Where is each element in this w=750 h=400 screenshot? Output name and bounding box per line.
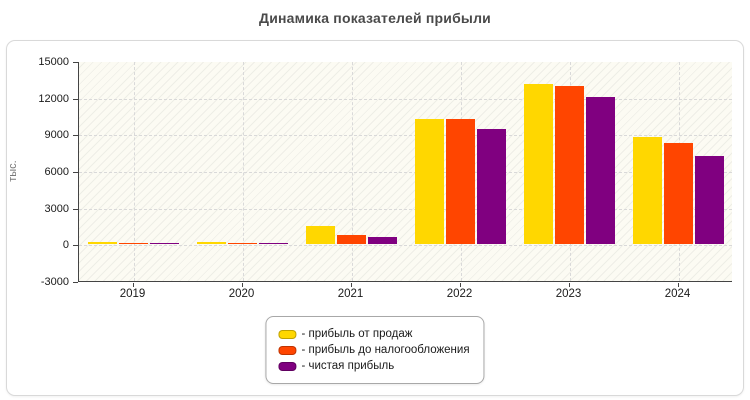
- x-tick-mark: [568, 283, 570, 287]
- x-tick-label: 2021: [337, 288, 364, 300]
- bar-прибыль-от-продаж-2023: [524, 83, 553, 245]
- y-tick-mark: [73, 282, 78, 283]
- x-tick-label: 2023: [555, 288, 582, 300]
- y-tick-mark: [73, 135, 78, 137]
- legend-item-label: - чистая прибыль: [301, 360, 395, 372]
- v-gridline: [351, 62, 353, 281]
- legend: - прибыль от продаж - прибыль до налогооб…: [265, 316, 485, 384]
- bar-прибыль-до-налогообложения-2020: [228, 242, 257, 245]
- v-gridline: [133, 62, 135, 281]
- chart-panel: тыс. 15000 12000 9000 6000 3000 0 -3000 2019 20…: [6, 40, 744, 396]
- y-tick-label: 0: [62, 239, 69, 252]
- x-tick-mark: [459, 283, 461, 287]
- y-tick-label: 15000: [38, 56, 69, 68]
- bar-прибыль-от-продаж-2022: [415, 119, 444, 245]
- bar-прибыль-от-продаж-2019: [88, 242, 117, 245]
- page: Динамика показателей прибыли тыс. 15000 1…: [0, 10, 750, 396]
- x-tick-mark: [132, 283, 134, 287]
- bar-прибыль-до-налогообложения-2024: [664, 143, 693, 245]
- y-tick-mark: [73, 62, 78, 63]
- bar-чистая-прибыль-2024: [695, 155, 724, 245]
- chart-title: Динамика показателей прибыли: [259, 10, 491, 26]
- h-gridline: [79, 135, 732, 137]
- y-tick-label: 9000: [44, 129, 69, 142]
- y-tick-mark: [73, 98, 78, 100]
- y-tick-mark: [73, 208, 78, 210]
- bar-чистая-прибыль-2021: [368, 236, 397, 245]
- x-tick-label: 2020: [228, 288, 255, 300]
- x-tick-mark: [241, 283, 243, 287]
- legend-item: - чистая прибыль: [278, 358, 469, 374]
- legend-swatch: [278, 329, 297, 339]
- legend-swatch: [278, 345, 297, 355]
- y-tick-label: 12000: [38, 92, 69, 105]
- bar-прибыль-от-продаж-2020: [197, 242, 226, 245]
- bar-чистая-прибыль-2019: [150, 242, 179, 245]
- h-gridline: [79, 98, 732, 100]
- x-tick-mark: [677, 283, 679, 287]
- bar-прибыль-до-налогообложения-2019: [119, 242, 148, 245]
- h-gridline: [79, 172, 732, 173]
- bar-чистая-прибыль-2022: [477, 129, 506, 245]
- y-tick-label: 3000: [44, 202, 69, 215]
- bar-прибыль-до-налогообложения-2023: [555, 86, 584, 245]
- bar-чистая-прибыль-2020: [259, 242, 288, 245]
- x-tick-label: 2019: [119, 288, 146, 300]
- legend-item: - прибыль от продаж: [278, 326, 469, 342]
- y-tick-mark: [73, 245, 78, 247]
- plot-area: [78, 62, 732, 282]
- x-tick-label: 2022: [446, 288, 473, 300]
- legend-swatch: [278, 361, 297, 371]
- bar-прибыль-от-продаж-2024: [633, 136, 662, 245]
- bar-чистая-прибыль-2023: [586, 97, 615, 245]
- h-gridline: [79, 245, 732, 247]
- y-tick-label: -3000: [40, 276, 69, 288]
- legend-item-label: - прибыль от продаж: [301, 328, 413, 340]
- x-tick-mark: [350, 283, 352, 287]
- y-tick-label: 6000: [44, 166, 69, 178]
- y-tick-mark: [73, 172, 78, 173]
- bar-прибыль-до-налогообложения-2021: [337, 234, 366, 245]
- bar-прибыль-до-налогообложения-2022: [446, 119, 475, 245]
- legend-item-label: - прибыль до налогообложения: [301, 344, 470, 356]
- bar-прибыль-от-продаж-2021: [306, 225, 335, 245]
- v-gridline: [242, 62, 244, 281]
- x-tick-label: 2024: [664, 288, 691, 300]
- legend-item: - прибыль до налогообложения: [278, 342, 470, 358]
- h-gridline: [79, 208, 732, 210]
